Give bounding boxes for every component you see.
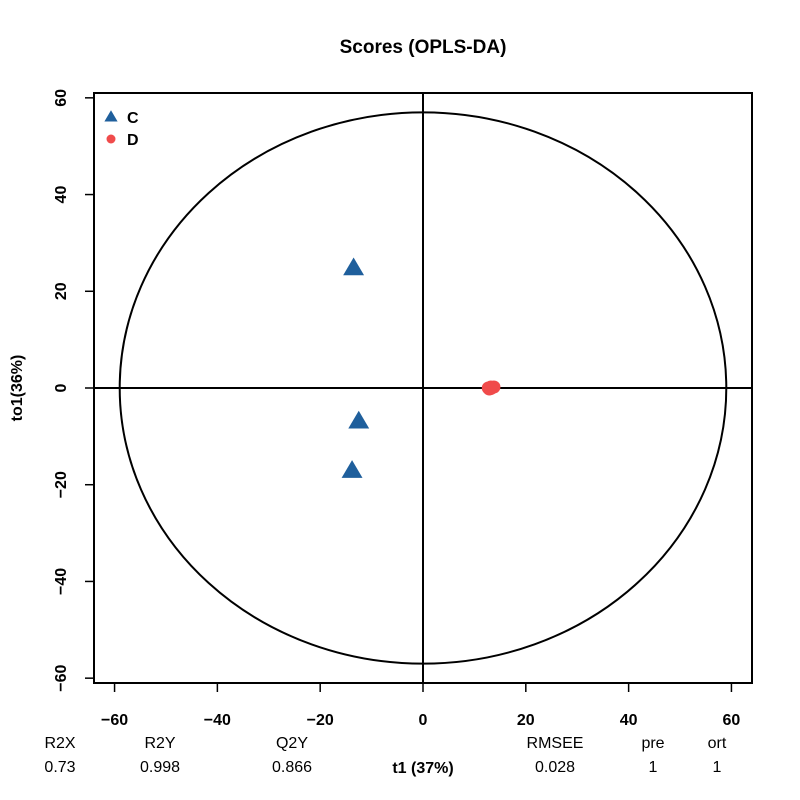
x-tick-label: −40 [204, 712, 231, 729]
y-tick-label: −60 [53, 664, 70, 691]
y-tick-label: 0 [53, 383, 70, 392]
stats-header: ort [708, 735, 727, 752]
y-axis-label: to1(36%) [9, 355, 26, 422]
legend: CD [104, 110, 139, 149]
stats-value: 1 [713, 759, 722, 776]
y-tick-label: −40 [53, 568, 70, 595]
legend-marker-c [104, 110, 118, 122]
x-tick-label: 0 [419, 712, 428, 729]
data-point-c [348, 410, 370, 429]
data-point-c [341, 460, 363, 478]
stats-header: R2X [44, 735, 75, 752]
stats-value: 0.866 [272, 759, 312, 776]
model-stats-table: R2X 0.73 R2Y 0.998 Q2Y 0.866 RMSEE 0.028 pre 1 ort… [44, 735, 726, 776]
plot-area [93, 92, 753, 684]
x-tick-label: 40 [620, 712, 638, 729]
y-axis: −60 −40 −20 0 20 40 60 [53, 89, 94, 692]
stats-value: 1 [649, 759, 658, 776]
y-tick-label: 20 [53, 282, 70, 300]
data-point-d [482, 382, 496, 396]
stats-header: R2Y [144, 735, 175, 752]
stats-value: 0.998 [140, 759, 180, 776]
x-tick-label: −60 [101, 712, 128, 729]
stats-value: 0.73 [44, 759, 75, 776]
chart-title: Scores (OPLS-DA) [340, 37, 507, 58]
x-tick-label: 20 [517, 712, 535, 729]
stats-header: RMSEE [527, 735, 584, 752]
legend-label-c: C [127, 110, 139, 127]
stats-value: 0.028 [535, 759, 575, 776]
y-tick-label: 60 [53, 89, 70, 107]
y-tick-label: 40 [53, 186, 70, 204]
data-point-c [343, 257, 365, 276]
legend-label-d: D [127, 132, 139, 149]
y-tick-label: −20 [53, 471, 70, 498]
x-axis-label: t1 (37%) [392, 760, 453, 777]
x-tick-label: 60 [723, 712, 741, 729]
legend-marker-d [106, 134, 116, 144]
x-tick-label: −20 [307, 712, 334, 729]
stats-header: pre [641, 735, 664, 752]
x-axis: −60 −40 −20 0 20 40 60 [101, 683, 740, 729]
stats-header: Q2Y [276, 735, 308, 752]
